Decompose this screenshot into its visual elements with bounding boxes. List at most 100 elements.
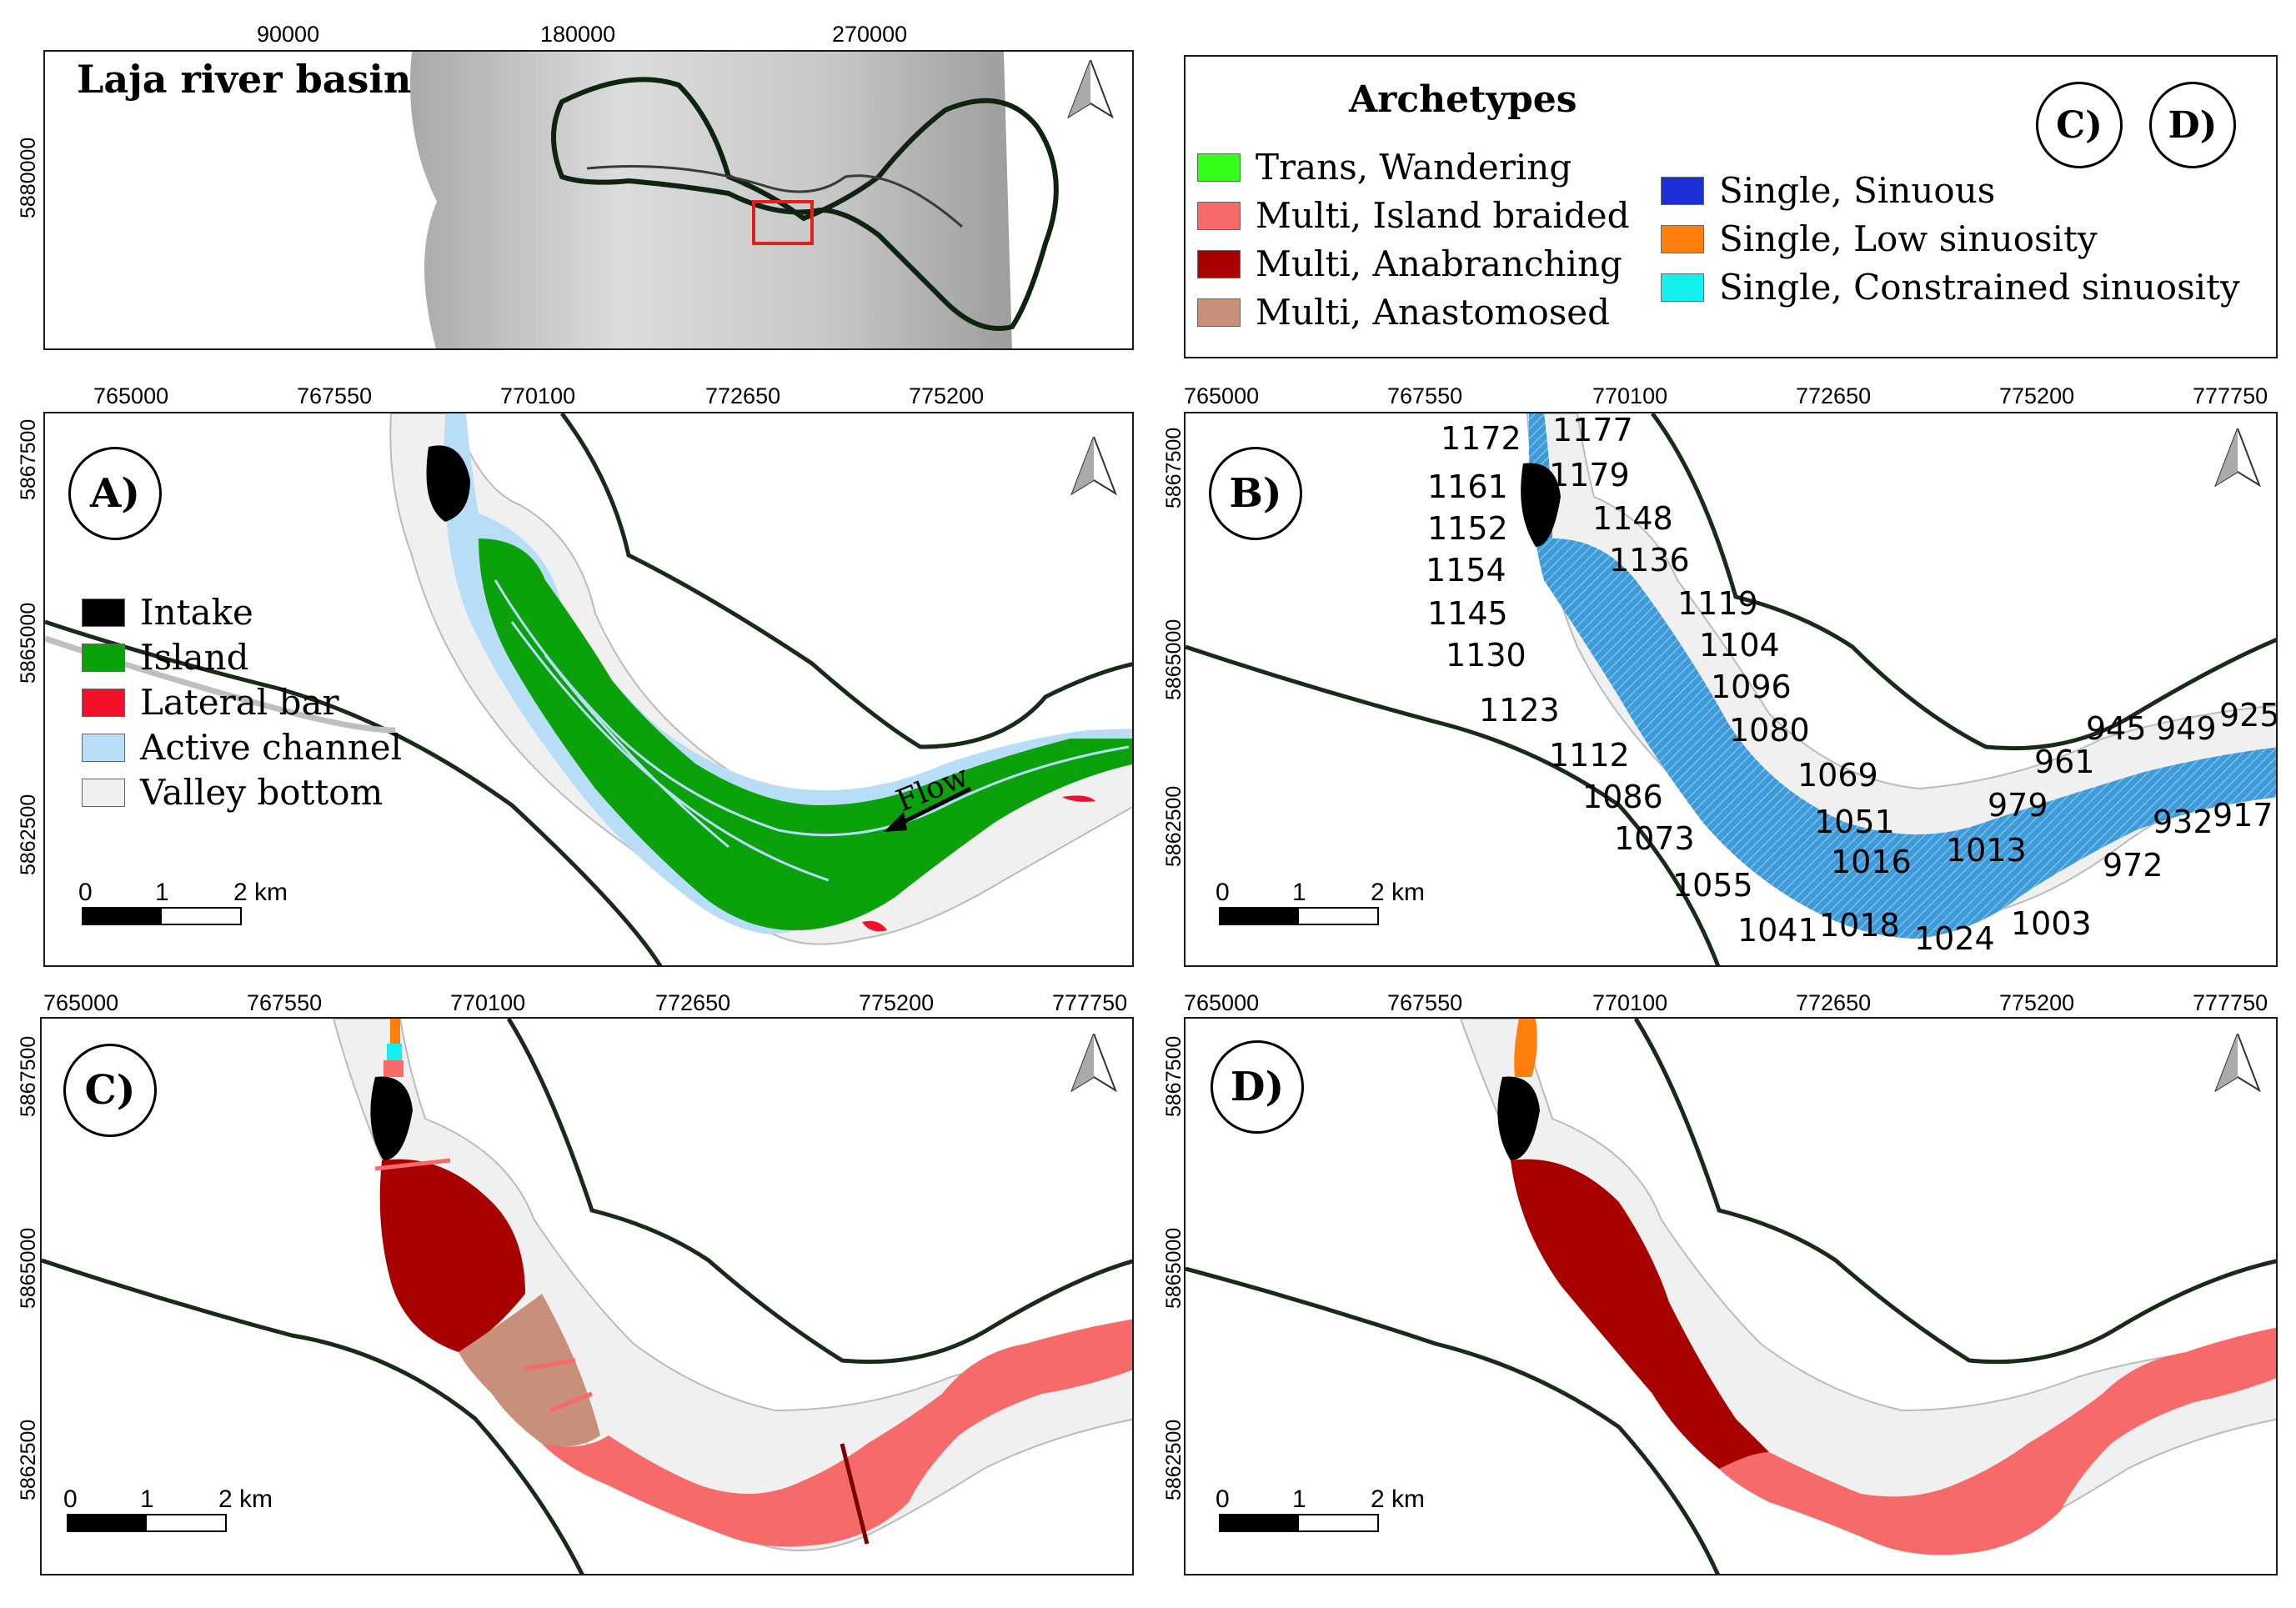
segment-label: 1013 xyxy=(1946,832,2027,869)
panel-d-y-tick: 5865000 xyxy=(1162,1227,1186,1309)
segment-label: 1086 xyxy=(1582,779,1663,815)
segment-label: 1152 xyxy=(1427,510,1508,547)
legend-swatch xyxy=(82,598,125,627)
legend-swatch xyxy=(82,688,125,717)
tag-d: D) xyxy=(2149,82,2236,168)
panel-a-x-tick: 765000 xyxy=(93,383,169,408)
panel-a-map: A) Intake Island Lateral bar Active chan… xyxy=(43,412,1134,967)
legend-swatch xyxy=(1197,153,1241,182)
segment-label: 1123 xyxy=(1479,692,1560,729)
legend-swatch xyxy=(1661,224,1704,253)
panel-d-y-tick: 5862500 xyxy=(1162,1419,1186,1500)
legend-item: Trans, Wandering xyxy=(1197,147,1572,188)
legend-item: Island xyxy=(82,637,249,678)
panel-a-tag: A) xyxy=(68,447,162,540)
panel-d-x-tick: 765000 xyxy=(1184,990,1260,1015)
panel-d-x-tick: 775200 xyxy=(1999,990,2075,1015)
boundary-line xyxy=(42,1258,584,1574)
segment-label: 1119 xyxy=(1677,585,1758,622)
island-area xyxy=(479,539,1132,930)
legend-swatch xyxy=(1197,298,1241,327)
panel-d-y-tick: 5867500 xyxy=(1162,1035,1186,1117)
archetype-top xyxy=(384,1060,404,1077)
panel-c-x-tick: 777750 xyxy=(1052,990,1128,1015)
segment-label: 1104 xyxy=(1699,627,1780,664)
overview-map: Laja river basin xyxy=(43,50,1134,350)
terrain-relief xyxy=(410,52,1012,348)
overview-x-tick: 180000 xyxy=(540,22,616,47)
legend-swatch xyxy=(1197,249,1241,278)
archetype-stripes xyxy=(374,1158,593,1413)
panel-a-svg xyxy=(45,413,1132,965)
boundary-line xyxy=(1650,413,2276,751)
panel-b-x-tick: 765000 xyxy=(1184,383,1260,408)
overview-title: Laja river basin xyxy=(77,57,412,102)
segment-label: 1130 xyxy=(1446,637,1526,674)
segment-label: 1073 xyxy=(1614,820,1695,857)
legend-swatch xyxy=(82,778,125,807)
legend-swatch xyxy=(1661,273,1704,302)
segment-label: 1055 xyxy=(1672,867,1753,904)
archetype-anabranching xyxy=(379,1159,525,1352)
segment-label: 1145 xyxy=(1427,595,1508,632)
panel-b-map: B) 1172 1177 1179 1161 1152 1148 1154 11… xyxy=(1184,412,2278,967)
intake xyxy=(426,445,470,522)
segment-label: 1016 xyxy=(1831,844,1912,880)
panel-b-x-tick: 767550 xyxy=(1387,383,1463,408)
legend-item: Single, Constrained sinuosity xyxy=(1661,267,2240,308)
segment-label: 932 xyxy=(2153,804,2213,840)
archetype-anabranching xyxy=(1511,1159,1769,1469)
segment-label: 1172 xyxy=(1441,420,1521,457)
boundary-line xyxy=(1186,644,1721,965)
boundary-line xyxy=(559,413,1132,749)
archetype-legend: Archetypes C) D) Trans, Wandering Multi,… xyxy=(1184,55,2278,358)
segment-label: 1080 xyxy=(1729,712,1810,749)
panel-a-x-tick: 770100 xyxy=(500,383,576,408)
legend-item: Valley bottom xyxy=(82,772,383,813)
panel-c-x-tick: 767550 xyxy=(247,990,323,1015)
legend-item: Active channel xyxy=(82,727,402,768)
segment-label: 1051 xyxy=(1814,804,1895,840)
archetype-divider xyxy=(840,1443,870,1545)
panel-c-x-tick: 772650 xyxy=(655,990,731,1015)
legend-item: Multi, Island braided xyxy=(1197,195,1629,236)
panel-b-tag: B) xyxy=(1209,447,1302,540)
panel-b-x-tick: 777750 xyxy=(2193,383,2268,408)
boundary-line xyxy=(1633,1019,2276,1365)
archetype-top xyxy=(1514,1019,1537,1077)
panel-a-y-tick: 5865000 xyxy=(17,602,40,684)
basin-outline xyxy=(551,77,1059,331)
panel-d-x-tick: 770100 xyxy=(1592,990,1668,1015)
panel-c-y-tick: 5867500 xyxy=(17,1035,40,1117)
segment-label: 949 xyxy=(2156,710,2217,747)
segment-label: 1041 xyxy=(1737,912,1818,949)
legend-swatch xyxy=(82,733,125,762)
intake xyxy=(1497,1076,1540,1160)
panel-a-x-tick: 767550 xyxy=(297,383,373,408)
north-arrow-icon xyxy=(2214,426,2261,490)
segment-label: 1003 xyxy=(2011,905,2092,942)
panel-b-x-tick: 772650 xyxy=(1796,383,1872,408)
panel-b-x-tick: 775200 xyxy=(1999,383,2075,408)
legend-item: Lateral bar xyxy=(82,682,339,723)
segment-label: 1018 xyxy=(1819,907,1900,944)
panel-a-x-tick: 775200 xyxy=(909,383,985,408)
archetype-top xyxy=(390,1019,400,1044)
legend-item: Single, Low sinuosity xyxy=(1661,218,2098,259)
intake xyxy=(370,1076,413,1160)
panel-d-x-tick: 772650 xyxy=(1796,990,1872,1015)
panel-b-x-tick: 770100 xyxy=(1592,383,1668,408)
river-line xyxy=(586,165,963,228)
segment-label: 1161 xyxy=(1427,468,1508,505)
legend-item: Single, Sinuous xyxy=(1661,170,1995,211)
panel-b-y-tick: 5862500 xyxy=(1162,785,1186,867)
panel-d-x-tick: 767550 xyxy=(1387,990,1463,1015)
segment-label: 1096 xyxy=(1711,669,1792,705)
archetype-island-braided xyxy=(542,1319,1132,1547)
panel-c-y-tick: 5865000 xyxy=(17,1227,40,1309)
legend-swatch xyxy=(1197,201,1241,230)
